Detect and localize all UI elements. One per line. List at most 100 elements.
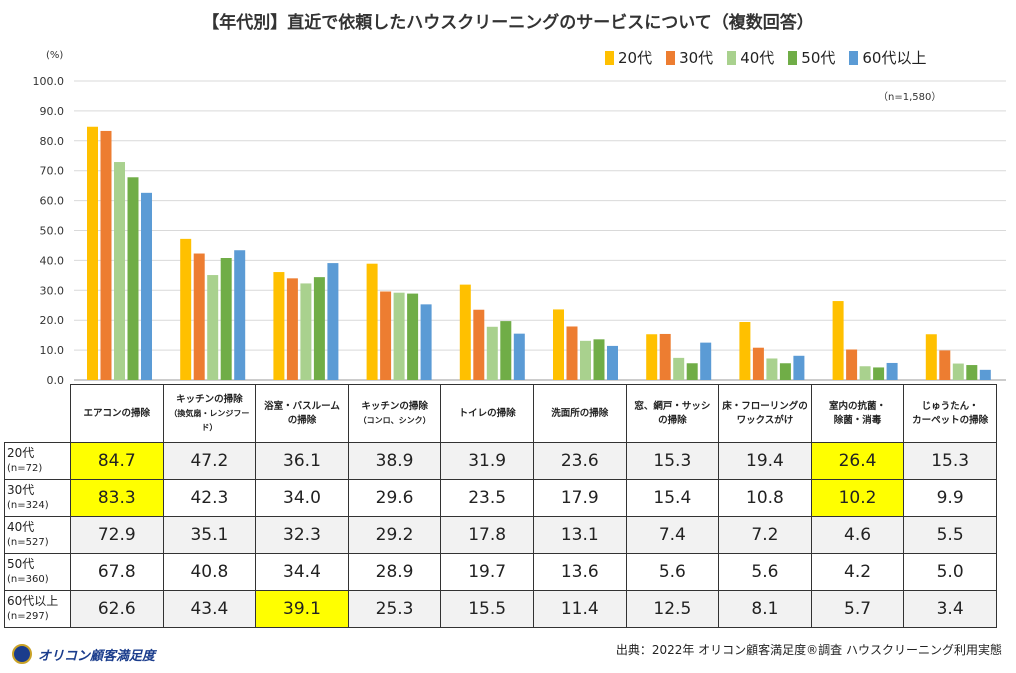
bar-50代-0 <box>127 177 139 380</box>
bar-60代以上-9 <box>979 369 991 380</box>
legend-label: 30代 <box>679 49 714 67</box>
bar-60代以上-7 <box>793 355 805 380</box>
y-tick-label: 100.0 <box>33 75 65 88</box>
bar-40代-0 <box>114 162 125 380</box>
category-label: 窓、網戸・サッシ <box>634 400 711 412</box>
row-sample-size: (n=72) <box>7 463 43 474</box>
bar-20代-4 <box>459 284 471 380</box>
row-label: 60代以上 (n=297) <box>4 590 71 628</box>
legend-item: 40代 <box>727 47 774 68</box>
table-cell: 13.6 <box>532 553 627 591</box>
bar-50代-1 <box>220 258 232 380</box>
bar-30代-3 <box>380 291 392 380</box>
bar-60代以上-5 <box>607 345 618 380</box>
legend: 20代 30代 40代 50代 60代以上 <box>605 47 926 68</box>
legend-swatch <box>849 50 859 65</box>
data-table: エアコンの掃除 キッチンの掃除 （換気扇・レンジフード） 浴室・バスルーム の掃除 キッチ… <box>4 384 997 628</box>
y-tick-label: 10.0 <box>40 344 65 357</box>
bar-50代-4 <box>500 321 512 380</box>
legend-item: 30代 <box>666 47 713 68</box>
table-cell: 5.7 <box>810 590 905 628</box>
category-sublabel: 除菌・消毒 <box>833 414 882 426</box>
table-cell: 11.4 <box>532 590 627 628</box>
bar-60代以上-8 <box>886 362 898 380</box>
legend-swatch <box>788 50 798 65</box>
category-header: キッチンの掃除 （コンロ、シンク） <box>347 384 442 443</box>
bar-30代-6 <box>659 333 671 380</box>
category-sublabel: （換気扇・レンジフード） <box>169 408 250 432</box>
y-tick-label: 70.0 <box>40 165 65 178</box>
logo-text: オリコン顧客満足度 <box>38 648 156 664</box>
category-header: じゅうたん・ カーペットの掃除 <box>903 384 997 443</box>
category-label: キッチンの掃除 <box>361 400 428 412</box>
bar-60代以上-3 <box>420 304 432 380</box>
y-tick-label: 30.0 <box>40 284 65 297</box>
bar-40代-1 <box>207 275 219 380</box>
bar-40代-6 <box>673 357 685 380</box>
bar-50代-8 <box>873 367 885 380</box>
bar-chart: 0.0 10.0 20.0 30.0 40.0 50.0 60.0 70.0 80.0 90.0 1… <box>33 75 1006 384</box>
table-cell: 9.9 <box>903 479 997 517</box>
row-sample-size: (n=297) <box>7 611 49 622</box>
bar-20代-7 <box>739 321 751 380</box>
bar-40代-4 <box>486 326 498 380</box>
table-cell: 15.3 <box>903 442 997 480</box>
table-cell: 10.2 <box>810 479 905 517</box>
table-cell: 26.4 <box>810 442 905 480</box>
table-cell: 13.1 <box>532 516 627 554</box>
bar-50代-6 <box>686 363 698 380</box>
table-row: 20代 (n=72) 84.7 47.2 36.1 38.9 31.9 23.6 15.3 19.… <box>4 442 997 480</box>
bar-20代-8 <box>832 301 844 380</box>
y-tick-label: 90.0 <box>40 105 65 118</box>
row-label: 30代 (n=324) <box>4 479 71 517</box>
table-cell: 15.5 <box>440 590 534 628</box>
category-sublabel: （コンロ、シンク） <box>358 415 431 425</box>
table-row: 60代以上 (n=297) 62.6 43.4 39.1 25.3 15.5 11.4 12.5… <box>4 590 997 628</box>
category-label: じゅうたん・ <box>921 400 979 412</box>
table-cell: 8.1 <box>718 590 812 628</box>
row-age-label: 60代以上 <box>7 594 59 608</box>
y-tick-label: 60.0 <box>40 195 65 208</box>
category-header: 床・フローリングの ワックスがけ <box>718 384 812 443</box>
category-sublabel: の掃除 <box>287 414 317 426</box>
bar-60代以上-0 <box>141 192 152 380</box>
bar-40代-9 <box>952 363 964 380</box>
category-label: 室内の抗菌・ <box>829 400 887 412</box>
source-note: 出典：2022年 オリコン顧客満足度®調査 ハウスクリーニング利用実態 <box>615 643 1002 657</box>
bar-40代-3 <box>393 292 405 380</box>
table-cell: 19.4 <box>718 442 812 480</box>
category-header: 室内の抗菌・ 除菌・消毒 <box>810 384 905 443</box>
table-cell: 17.8 <box>440 516 534 554</box>
bar-50代-9 <box>966 365 978 380</box>
table-cell: 4.2 <box>810 553 905 591</box>
legend-label: 60代以上 <box>862 49 927 67</box>
bar-20代-6 <box>646 334 658 380</box>
row-age-label: 30代 <box>7 483 35 497</box>
table-cell: 5.5 <box>903 516 997 554</box>
table-cell: 19.7 <box>440 553 534 591</box>
table-cell: 10.8 <box>718 479 812 517</box>
category-header: 洗面所の掃除 <box>532 384 627 443</box>
bar-20代-2 <box>273 272 285 380</box>
legend-label: 40代 <box>740 49 775 67</box>
table-cell: 7.4 <box>625 516 720 554</box>
bar-40代-8 <box>859 366 871 380</box>
table-cell: 3.4 <box>903 590 997 628</box>
bar-60代以上-2 <box>327 263 339 380</box>
y-tick-label: 80.0 <box>40 135 65 148</box>
bar-60代以上-4 <box>513 333 525 380</box>
table-cell: 84.7 <box>70 442 164 480</box>
table-cell: 23.5 <box>440 479 534 517</box>
bar-60代以上-1 <box>234 250 246 380</box>
table-cell: 62.6 <box>70 590 164 628</box>
legend-swatch <box>666 50 676 65</box>
bar-20代-3 <box>366 263 378 380</box>
table-cell: 29.6 <box>347 479 442 517</box>
table-cell: 12.5 <box>625 590 720 628</box>
table-cell: 42.3 <box>162 479 257 517</box>
bar-50代-5 <box>593 339 605 380</box>
table-cell: 34.0 <box>255 479 349 517</box>
category-label: 洗面所の掃除 <box>551 407 609 419</box>
category-sublabel: の掃除 <box>658 414 687 426</box>
table-row: 50代 (n=360) 67.8 40.8 34.4 28.9 19.7 13.6 5.6 5.6… <box>4 553 997 591</box>
